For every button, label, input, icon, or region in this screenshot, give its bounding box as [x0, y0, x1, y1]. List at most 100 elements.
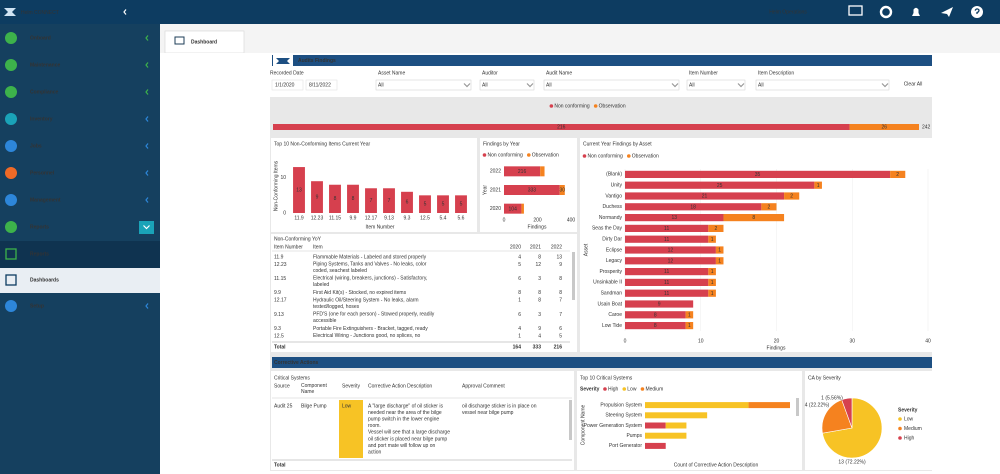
- chevron: [145, 303, 149, 309]
- panel: [271, 234, 577, 352]
- clear-all-button[interactable]: Clear All: [904, 81, 923, 87]
- table-cell: 9: [538, 326, 541, 332]
- bar-segment: [708, 235, 716, 243]
- table-cell: action: [368, 450, 382, 456]
- section-header: [272, 357, 932, 368]
- chart-title: Top 10 Non-Conforming Items Current Year: [274, 141, 370, 147]
- pie-slice: [841, 397, 853, 429]
- x-tick-label: 0: [624, 338, 627, 344]
- chevron: [145, 35, 149, 41]
- column-header: 2022: [551, 244, 562, 250]
- nav-item[interactable]: Management: [30, 197, 61, 203]
- data-label: 5: [460, 201, 463, 207]
- bar-segment: [559, 185, 565, 195]
- date-value: 1/1/2020: [275, 82, 295, 88]
- nav-sub-icon: [5, 274, 17, 286]
- nav-item[interactable]: Reports: [30, 224, 49, 230]
- filter-label: Recorded Date: [270, 70, 304, 76]
- data-label: 2: [768, 204, 771, 210]
- y-tick-label: Duchess: [603, 204, 623, 210]
- legend-label: Low: [904, 416, 914, 422]
- nav-item[interactable]: Setup: [30, 303, 44, 309]
- brand-logo: [4, 8, 16, 16]
- table-cell: 4: [518, 254, 521, 260]
- nav-sub-item[interactable]: Reports: [30, 251, 49, 257]
- table-cell: PFD'S (one for each person) - Stowed pro…: [313, 312, 435, 325]
- nav-item[interactable]: Jobs: [30, 143, 42, 149]
- column-header: Source: [274, 383, 290, 389]
- table-cell: 5: [518, 262, 521, 268]
- bar: [437, 195, 449, 213]
- x-tick-label: 5.4: [440, 215, 447, 221]
- table-cell: and port mate will follow up on: [368, 443, 435, 449]
- table-total: Total: [274, 462, 286, 468]
- nav-sub-item[interactable]: Dashboards: [30, 277, 59, 283]
- data-label: 8: [654, 312, 657, 318]
- table-cell-line: accessible: [313, 318, 337, 324]
- data-label: 216: [557, 125, 566, 131]
- y-tick-label: Port Generator: [609, 443, 642, 449]
- table-cell: Flammable Materials - Labeled and stored…: [313, 254, 427, 260]
- data-label: 1: [711, 269, 714, 275]
- data-label: 4 (22.22%): [805, 402, 830, 408]
- report-title: Audits Findings: [298, 58, 336, 64]
- data-label: 1: [688, 312, 691, 318]
- bar-segment: [761, 203, 777, 211]
- send-icon[interactable]: [941, 7, 953, 17]
- x-tick-label: 5.6: [458, 215, 465, 221]
- legend-swatch: [482, 153, 487, 157]
- total-label: 242: [922, 124, 931, 130]
- notification-icon[interactable]: [912, 7, 920, 16]
- x-tick-label: 12.23: [311, 215, 324, 221]
- x-tick-label: 12.17: [365, 215, 378, 221]
- data-label: 8: [352, 196, 355, 202]
- table-title: Non-Conforming YoY: [274, 236, 322, 242]
- bar-segment: [625, 170, 891, 178]
- filter-dropdown[interactable]: [375, 79, 472, 91]
- filter-dropdown[interactable]: [755, 79, 890, 91]
- chevron: [881, 83, 889, 88]
- legend-label: Observation: [532, 152, 559, 158]
- bar: [311, 181, 323, 213]
- filter-value: All: [482, 82, 488, 88]
- filter-dropdown[interactable]: [479, 79, 535, 91]
- bar-segment: [715, 246, 724, 254]
- settings-icon[interactable]: [879, 5, 893, 19]
- table-total: 164: [513, 344, 522, 350]
- account-name[interactable]: Helm Operations: [769, 9, 807, 15]
- nav-icon: [5, 167, 17, 179]
- nav-item[interactable]: Onboard: [30, 35, 51, 41]
- bar-segment: [625, 289, 709, 297]
- nav-item[interactable]: Personnel: [30, 170, 55, 176]
- chevron: [526, 83, 534, 88]
- y-tick-label: Pumps: [626, 433, 642, 439]
- bar-segment: [685, 322, 694, 330]
- filter-dropdown[interactable]: [543, 79, 680, 91]
- filter-value: All: [758, 82, 764, 88]
- data-label: 30: [560, 188, 566, 194]
- filter-dropdown[interactable]: [686, 79, 746, 91]
- x-tick-label: 9.3: [404, 215, 411, 221]
- date-input[interactable]: [305, 79, 338, 91]
- data-label: 35: [755, 172, 761, 178]
- data-label: 8: [334, 196, 337, 202]
- legend-swatch: [640, 387, 645, 391]
- nav-item[interactable]: Inventory: [30, 116, 53, 122]
- nav-item[interactable]: Compliance: [30, 89, 59, 95]
- bar-segment: [625, 181, 815, 189]
- monitor-icon[interactable]: [848, 5, 863, 16]
- bar-segment: [748, 402, 790, 409]
- legend-label: Observation: [632, 153, 659, 159]
- bar-segment: [625, 192, 785, 200]
- filter-label: Audit Name: [546, 70, 572, 76]
- nav-expand-toggle[interactable]: [139, 221, 154, 234]
- table-cell: 1: [518, 334, 521, 340]
- x-tick-label: 11.9: [294, 215, 304, 221]
- nav-item[interactable]: Maintenance: [30, 62, 61, 68]
- y-tick-label: Unsinkable II: [593, 280, 622, 286]
- legend-swatch: [603, 387, 607, 391]
- date-input[interactable]: [271, 79, 304, 91]
- chevron: [145, 116, 149, 122]
- chevron: [145, 62, 149, 68]
- legend-swatch: [898, 426, 902, 431]
